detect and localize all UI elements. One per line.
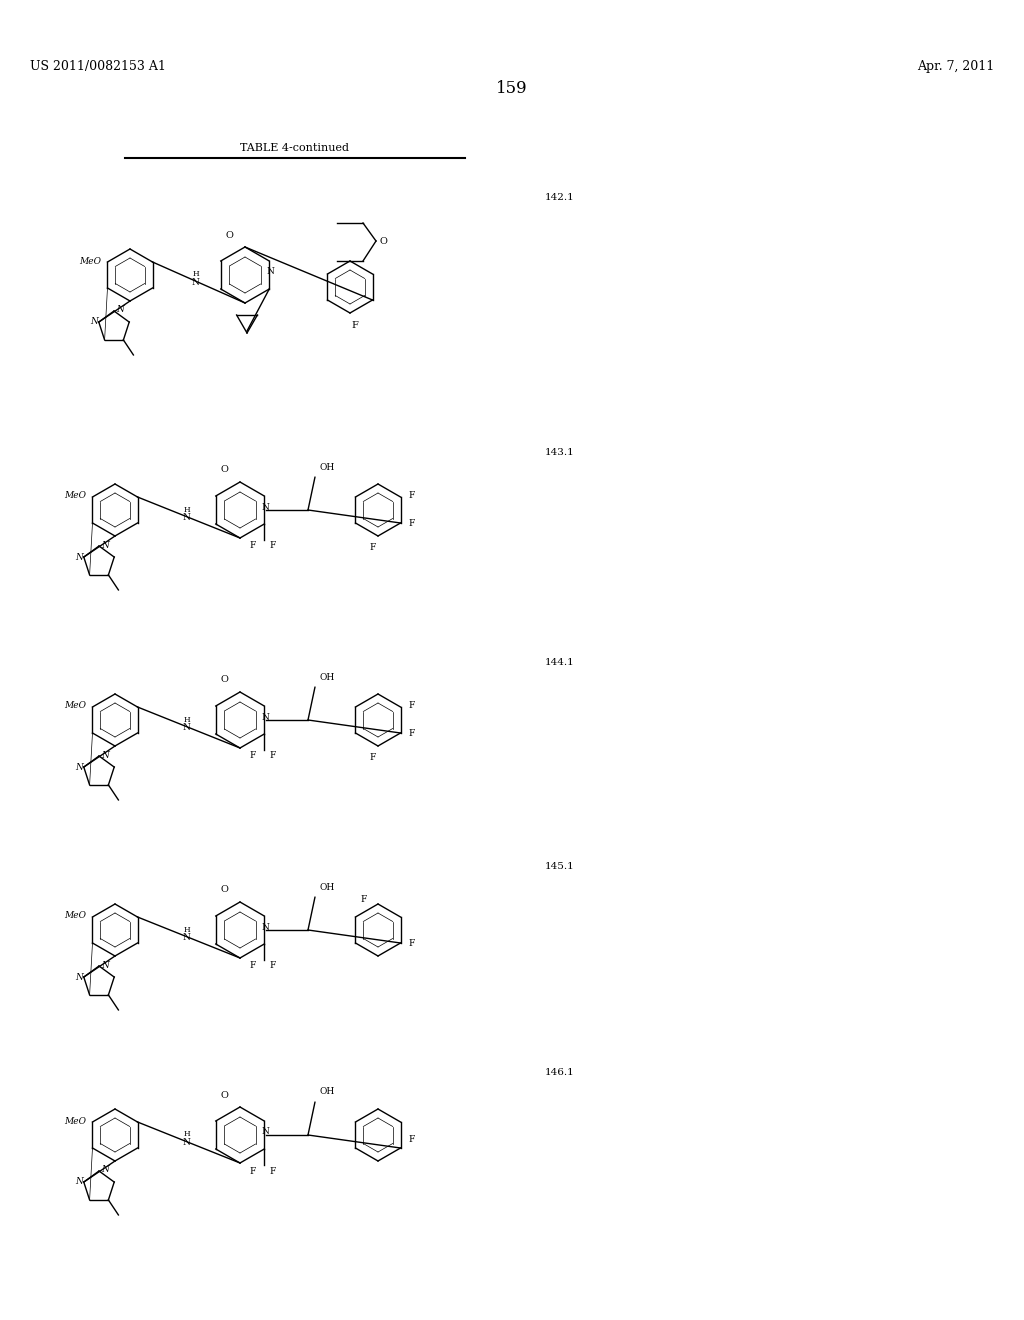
Text: 145.1: 145.1 [545,862,574,871]
Text: F: F [360,895,368,903]
Text: F: F [269,961,275,970]
Text: F: F [408,1135,415,1144]
Text: F: F [408,940,415,949]
Text: 142.1: 142.1 [545,193,574,202]
Text: N: N [90,318,98,326]
Text: N: N [75,1177,83,1187]
Text: F: F [249,541,255,550]
Text: OH: OH [319,462,335,471]
Text: US 2011/0082153 A1: US 2011/0082153 A1 [30,59,166,73]
Text: 143.1: 143.1 [545,447,574,457]
Text: F: F [408,491,415,500]
Text: N: N [261,923,269,932]
Text: N: N [183,513,190,521]
Text: O: O [220,886,228,895]
Text: F: F [408,701,415,710]
Text: N: N [75,973,83,982]
Text: F: F [269,751,275,760]
Text: N: N [183,723,190,733]
Text: 144.1: 144.1 [545,657,574,667]
Text: OH: OH [319,1088,335,1097]
Text: N: N [116,305,124,314]
Text: Apr. 7, 2011: Apr. 7, 2011 [916,59,994,73]
Text: N: N [261,1127,269,1137]
Text: O: O [220,466,228,474]
Text: N: N [75,763,83,771]
Text: MeO: MeO [79,256,101,265]
Text: F: F [408,520,415,528]
Text: N: N [101,961,109,969]
Text: N: N [101,540,109,549]
Text: F: F [269,1167,275,1176]
Text: O: O [220,1090,228,1100]
Text: F: F [370,754,376,763]
Text: F: F [370,544,376,553]
Text: OH: OH [319,672,335,681]
Text: H: H [193,271,199,279]
Text: H: H [183,925,190,933]
Text: F: F [249,751,255,760]
Text: F: F [351,321,358,330]
Text: F: F [269,541,275,550]
Text: N: N [101,751,109,759]
Text: N: N [101,1166,109,1175]
Text: F: F [249,1167,255,1176]
Text: H: H [183,506,190,513]
Text: N: N [266,268,274,276]
Text: O: O [380,236,388,246]
Text: H: H [183,715,190,723]
Text: MeO: MeO [63,912,86,920]
Text: MeO: MeO [63,701,86,710]
Text: N: N [261,713,269,722]
Text: N: N [261,503,269,511]
Text: O: O [220,676,228,685]
Text: H: H [183,1130,190,1138]
Text: TABLE 4-continued: TABLE 4-continued [241,143,349,153]
Text: O: O [225,231,232,239]
Text: MeO: MeO [63,491,86,500]
Text: F: F [249,961,255,970]
Text: F: F [408,730,415,738]
Text: N: N [75,553,83,561]
Text: MeO: MeO [63,1117,86,1126]
Text: OH: OH [319,883,335,891]
Text: 159: 159 [497,81,527,96]
Text: N: N [183,1138,190,1147]
Text: N: N [183,933,190,942]
Text: 146.1: 146.1 [545,1068,574,1077]
Text: N: N [191,279,200,286]
